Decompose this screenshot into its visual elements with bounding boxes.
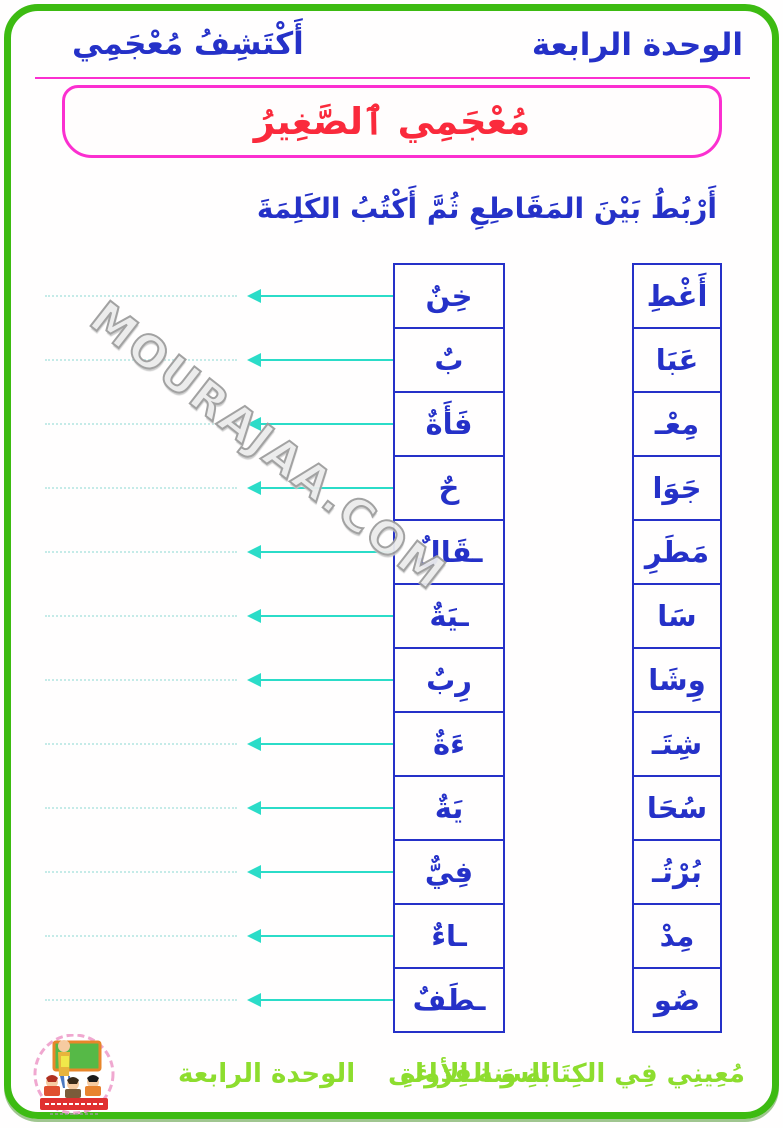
match-arrow-line (260, 871, 393, 873)
answer-line[interactable] (45, 743, 237, 745)
syllable-start-cell[interactable]: وِشَا (632, 647, 722, 713)
syllable-start-cell[interactable]: بُرْتُـ (632, 839, 722, 905)
syllable-start-cell[interactable]: عَبَا (632, 327, 722, 393)
answer-line[interactable] (45, 295, 237, 297)
answer-line[interactable] (45, 551, 237, 553)
syllable-end-cell[interactable]: فِيٌّ (393, 839, 505, 905)
match-arrow-line (260, 615, 393, 617)
footer-grade: السنة الأولى (388, 1059, 550, 1089)
answer-line[interactable] (45, 807, 237, 809)
answer-line[interactable] (45, 487, 237, 489)
syllable-end-cell[interactable]: فَأَةٌ (393, 391, 505, 457)
starts-column: أَغْطِ عَبَا مِعْـ جَوَا مَطَرِ سَا وِشَا شِتَـ… (632, 263, 722, 1033)
match-arrow-line (260, 935, 393, 937)
match-arrow-head-icon (247, 993, 261, 1007)
syllable-start-cell[interactable]: جَوَا (632, 455, 722, 521)
syllable-end-cell[interactable]: بٌ (393, 327, 505, 393)
match-arrow-line (260, 359, 393, 361)
publisher-logo-icon (33, 1033, 115, 1115)
footer-book-title: مُعِينِي فِي الكِتَابَةِ وَ القِرَاءَةِ (400, 1059, 745, 1089)
match-arrow-head-icon (247, 929, 261, 943)
answer-line[interactable] (45, 871, 237, 873)
match-arrow-head-icon (247, 481, 261, 495)
footer-unit: الوحدة الرابعة (178, 1059, 356, 1089)
match-arrow-head-icon (247, 801, 261, 815)
match-arrow-head-icon (247, 289, 261, 303)
match-arrow-head-icon (247, 353, 261, 367)
syllable-start-cell[interactable]: مِدْ (632, 903, 722, 969)
match-arrow-head-icon (247, 737, 261, 751)
answer-line[interactable] (45, 935, 237, 937)
ends-column: خِنٌ بٌ فَأَةٌ حٌ ـقَالٌ ـيَةٌ رِبٌ ءَةٌ يَةٌ فِي… (393, 263, 505, 1033)
syllable-end-cell[interactable]: رِبٌ (393, 647, 505, 713)
answer-line[interactable] (45, 615, 237, 617)
syllable-start-cell[interactable]: صُو (632, 967, 722, 1033)
logo-banner (40, 1098, 108, 1110)
syllable-start-cell[interactable]: شِتَـ (632, 711, 722, 777)
page-title: مُعْجَمِي ٱلصَّغِيرُ (253, 99, 531, 143)
header-unit-title: الوحدة الرابعة (531, 27, 743, 63)
match-arrow-head-icon (247, 865, 261, 879)
syllable-end-cell[interactable]: خِنٌ (393, 263, 505, 329)
syllable-start-cell[interactable]: سَا (632, 583, 722, 649)
instruction-text: أَرْبُطُ بَيْنَ المَقَاطِعِ ثُمَّ أَكْتُ… (256, 192, 717, 225)
match-arrow-head-icon (247, 545, 261, 559)
header-lesson-title: أَكْتَشِفُ مُعْجَمِي (72, 26, 304, 62)
syllable-start-cell[interactable]: سُحَا (632, 775, 722, 841)
syllable-end-cell[interactable]: ـطَفٌ (393, 967, 505, 1033)
publisher-logo (28, 1033, 120, 1126)
syllable-end-cell[interactable]: يَةٌ (393, 775, 505, 841)
match-arrow-head-icon (247, 673, 261, 687)
match-arrow-head-icon (247, 609, 261, 623)
match-arrow-line (260, 679, 393, 681)
match-arrow-line (260, 999, 393, 1001)
answer-line[interactable] (45, 679, 237, 681)
syllable-end-cell[interactable]: ـاءٌ (393, 903, 505, 969)
title-box: مُعْجَمِي ٱلصَّغِيرُ (62, 85, 722, 158)
syllable-end-cell[interactable]: ـيَةٌ (393, 583, 505, 649)
syllable-start-cell[interactable]: مِعْـ (632, 391, 722, 457)
syllable-end-cell[interactable]: ءَةٌ (393, 711, 505, 777)
syllable-start-cell[interactable]: أَغْطِ (632, 263, 722, 329)
match-arrow-line (260, 743, 393, 745)
syllable-start-cell[interactable]: مَطَرِ (632, 519, 722, 585)
match-arrow-line (260, 295, 393, 297)
syllable-end-cell[interactable]: حٌ (393, 455, 505, 521)
match-arrow-line (260, 807, 393, 809)
answer-line[interactable] (45, 999, 237, 1001)
header-divider (35, 77, 750, 79)
